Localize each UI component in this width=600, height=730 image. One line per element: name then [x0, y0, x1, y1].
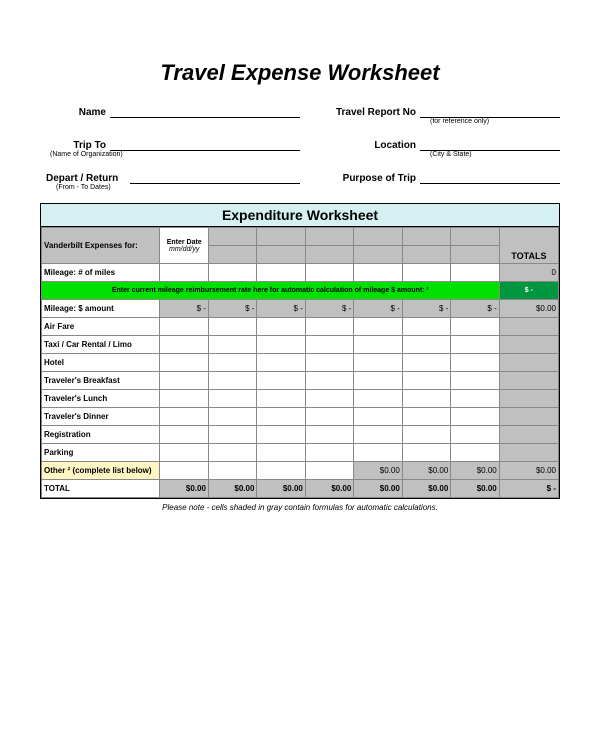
cell: $ -: [402, 300, 450, 318]
depart-label: Depart / Return: [40, 173, 130, 184]
cell: $0.00: [402, 480, 450, 498]
table-row: Other ² (complete list below) $0.00 $0.0…: [42, 462, 559, 480]
green-total: $ -: [499, 282, 558, 300]
name-input[interactable]: [110, 104, 300, 118]
expenditure-sheet: Expenditure Worksheet Vanderbilt Expense…: [40, 203, 560, 499]
row-label: Air Fare: [42, 318, 160, 336]
form-row-3: Depart / Return (From - To Dates) Purpos…: [40, 170, 560, 191]
cell: $0.00: [451, 462, 499, 480]
location-input[interactable]: [420, 137, 560, 151]
row-label: Traveler's Lunch: [42, 390, 160, 408]
purpose-label: Purpose of Trip: [300, 173, 420, 184]
sheet-title: Expenditure Worksheet: [41, 204, 559, 227]
page-title: Travel Expense Worksheet: [40, 60, 560, 86]
row-label: Hotel: [42, 354, 160, 372]
date-label: Enter Date: [162, 239, 205, 246]
row-label: Mileage: $ amount: [42, 300, 160, 318]
cell: $0.00: [499, 300, 558, 318]
cell: $0.00: [499, 462, 558, 480]
cell: $ -: [160, 300, 208, 318]
report-hint: (for reference only): [300, 118, 560, 125]
row-label: Taxi / Car Rental / Limo: [42, 336, 160, 354]
row-label: TOTAL: [42, 480, 160, 498]
trip-to-hint: (Name of Organization): [40, 151, 300, 158]
total-row: TOTAL $0.00 $0.00 $0.00 $0.00 $0.00 $0.0…: [42, 480, 559, 498]
purpose-input[interactable]: [420, 170, 560, 184]
location-label: Location: [300, 140, 420, 151]
cell: $ -: [451, 300, 499, 318]
cell: [208, 462, 256, 480]
table-row: Hotel: [42, 354, 559, 372]
row-label: Traveler's Breakfast: [42, 372, 160, 390]
table-row: Mileage: $ amount $ - $ - $ - $ - $ - $ …: [42, 300, 559, 318]
cell: $ -: [305, 300, 353, 318]
footer-note: Please note - cells shaded in gray conta…: [40, 503, 560, 512]
depart-input[interactable]: [130, 170, 300, 184]
table-row: Traveler's Breakfast: [42, 372, 559, 390]
row-label: Parking: [42, 444, 160, 462]
totals-header: TOTALS: [499, 228, 558, 264]
cell: $0.00: [208, 480, 256, 498]
green-row: Enter current mileage reimbursement rate…: [42, 282, 559, 300]
table-row: Traveler's Dinner: [42, 408, 559, 426]
date-format: mm/dd/yy: [162, 246, 205, 253]
form-row-1: Name Travel Report No (for reference onl…: [40, 104, 560, 125]
name-label: Name: [40, 107, 110, 118]
cell: $0.00: [402, 462, 450, 480]
table-row: Vanderbilt Expenses for: Enter Date mm/d…: [42, 228, 559, 246]
table-row: Air Fare: [42, 318, 559, 336]
cell: $0.00: [305, 480, 353, 498]
table-row: Traveler's Lunch: [42, 390, 559, 408]
mileage-miles-total: 0: [499, 264, 558, 282]
date-header: Enter Date mm/dd/yy: [160, 228, 208, 264]
vanderbilt-label: Vanderbilt Expenses for:: [42, 228, 160, 264]
cell: $0.00: [257, 480, 305, 498]
cell: $0.00: [160, 480, 208, 498]
row-label: Other ² (complete list below): [42, 462, 160, 480]
location-hint: (City & State): [300, 151, 560, 158]
table-row: Registration: [42, 426, 559, 444]
row-label: Mileage: # of miles: [42, 264, 160, 282]
cell: $0.00: [451, 480, 499, 498]
cell: [257, 462, 305, 480]
report-input[interactable]: [420, 104, 560, 118]
grand-total: $ -: [499, 480, 558, 498]
trip-to-input[interactable]: [110, 137, 300, 151]
row-label: Registration: [42, 426, 160, 444]
form-row-2: Trip To (Name of Organization) Location …: [40, 137, 560, 158]
green-text: Enter current mileage reimbursement rate…: [42, 282, 500, 300]
cell: $ -: [354, 300, 402, 318]
depart-hint: (From - To Dates): [40, 184, 300, 191]
cell: [160, 462, 208, 480]
cell: $ -: [208, 300, 256, 318]
expense-table: Vanderbilt Expenses for: Enter Date mm/d…: [41, 227, 559, 498]
report-label: Travel Report No: [300, 107, 420, 118]
cell: $0.00: [354, 480, 402, 498]
cell: $0.00: [354, 462, 402, 480]
table-row: Mileage: # of miles 0: [42, 264, 559, 282]
table-row: Taxi / Car Rental / Limo: [42, 336, 559, 354]
cell: [305, 462, 353, 480]
cell: $ -: [257, 300, 305, 318]
row-label: Traveler's Dinner: [42, 408, 160, 426]
table-row: Parking: [42, 444, 559, 462]
trip-to-label: Trip To: [40, 140, 110, 151]
